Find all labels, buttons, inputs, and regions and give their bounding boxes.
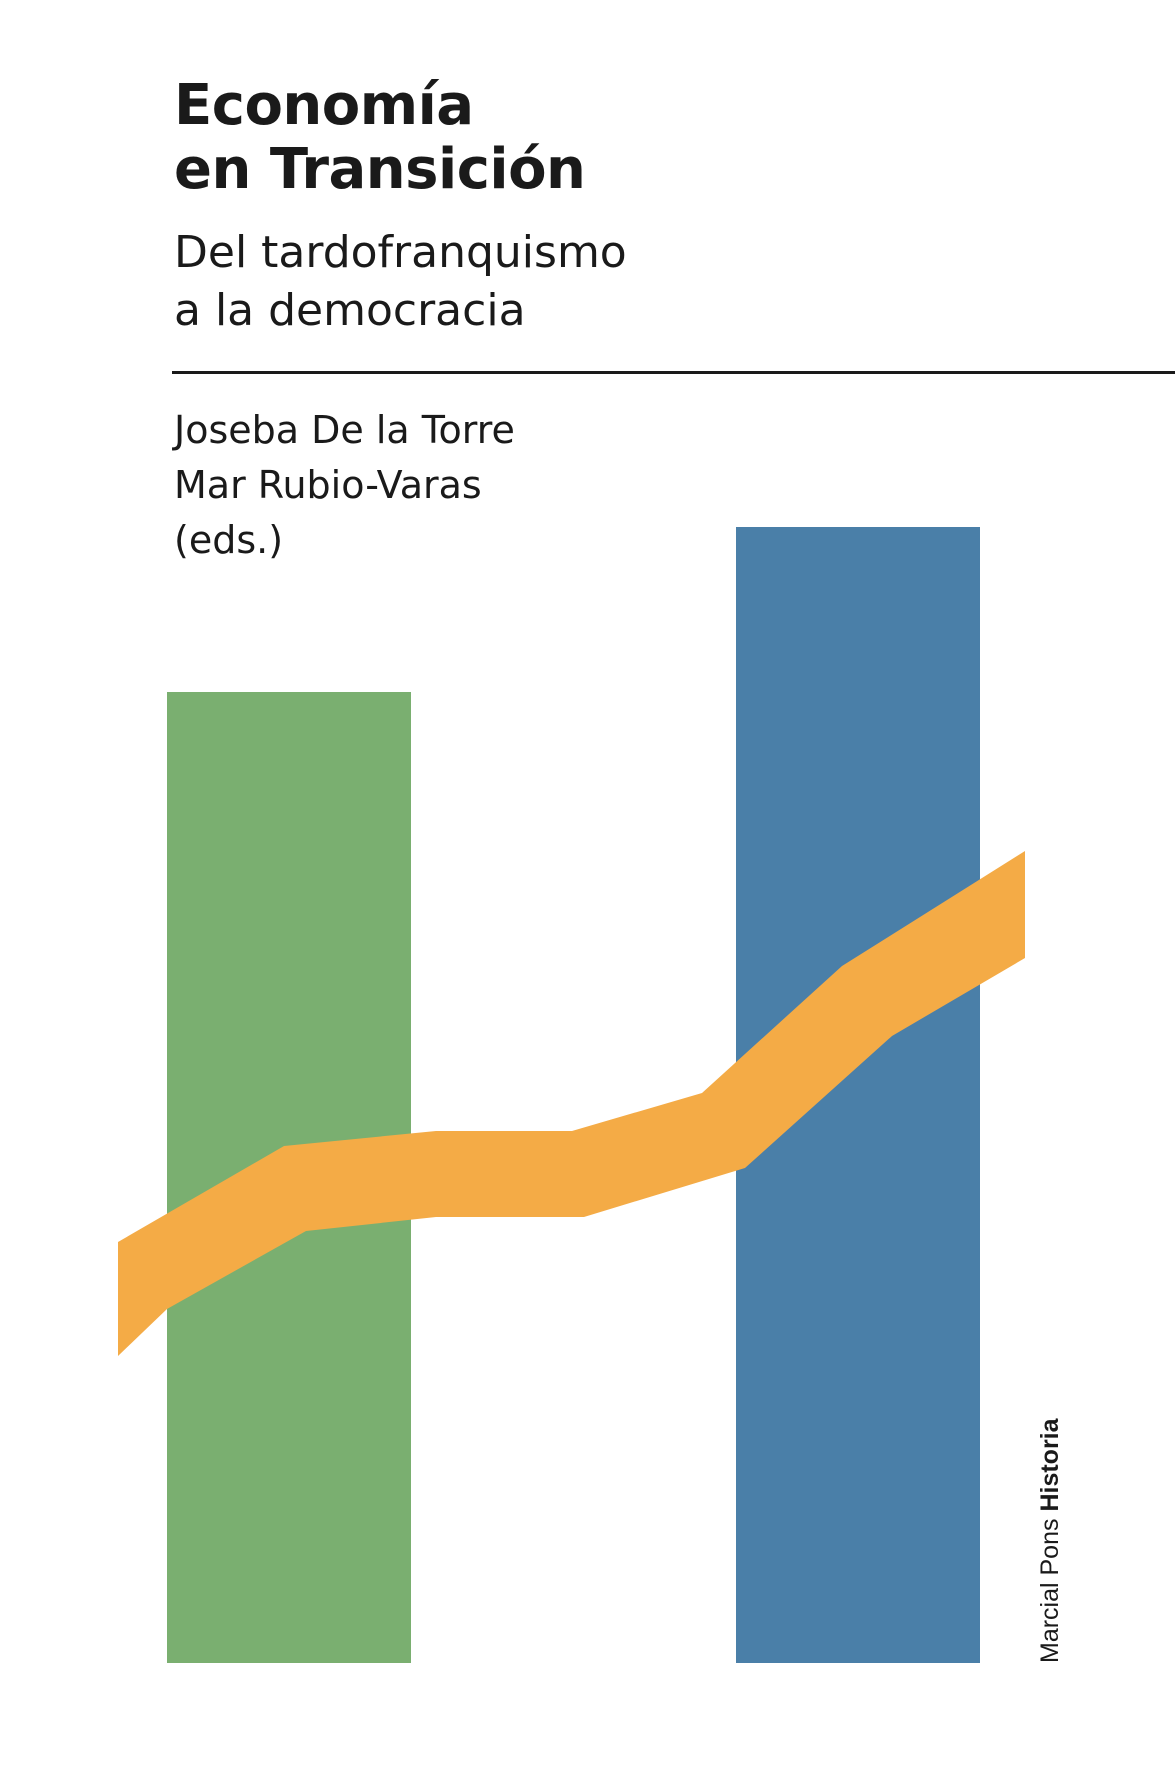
- editors-note: (eds.): [174, 518, 284, 562]
- book-title: Economía en Transición: [174, 73, 586, 202]
- divider-rule: [172, 371, 1175, 374]
- subtitle-line-1: Del tardofranquismo: [174, 227, 627, 278]
- book-subtitle: Del tardofranquismo a la democracia: [174, 224, 627, 340]
- author-2: Mar Rubio-Varas: [174, 463, 482, 507]
- author-1: Joseba De la Torre: [174, 408, 515, 452]
- title-line-1: Economía: [174, 73, 474, 138]
- publisher-spine-label: Marcial Pons Historia: [1036, 1418, 1065, 1663]
- series-name: Historia: [1036, 1418, 1064, 1512]
- title-line-2: en Transición: [174, 137, 586, 202]
- publisher-name: Marcial Pons: [1036, 1518, 1064, 1664]
- authors-block: Joseba De la Torre Mar Rubio-Varas (eds.…: [174, 403, 515, 568]
- subtitle-line-2: a la democracia: [174, 285, 526, 336]
